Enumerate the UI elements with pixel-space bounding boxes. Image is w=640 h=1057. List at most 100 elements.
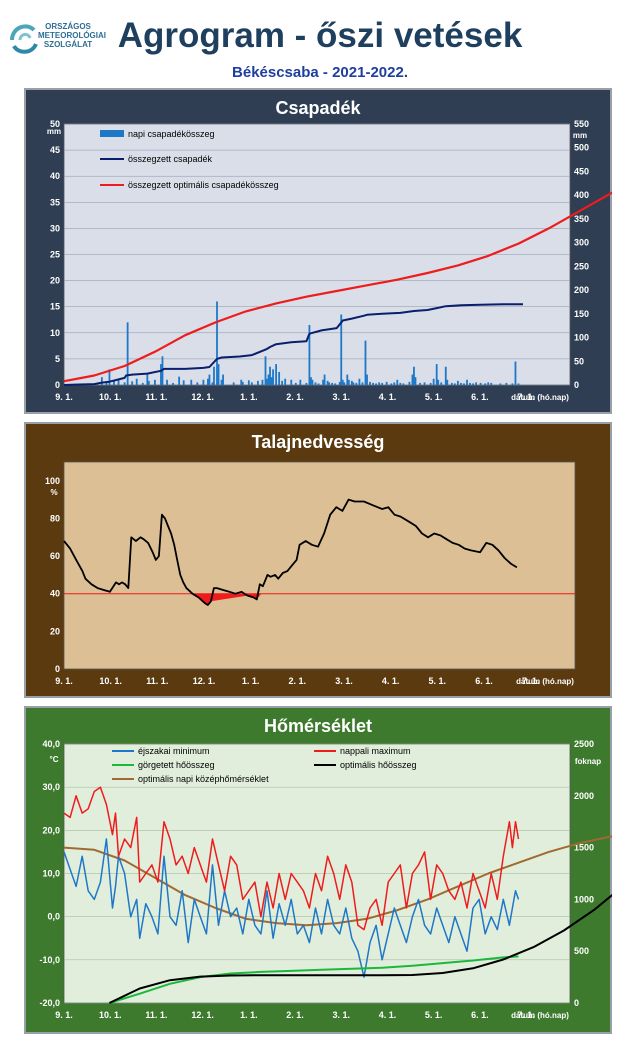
precip-bar bbox=[331, 382, 334, 385]
precip-bar bbox=[411, 374, 414, 385]
precip-bar bbox=[146, 374, 149, 385]
y-tick-label: 25 bbox=[50, 250, 60, 260]
y-tick-label: 10,0 bbox=[42, 869, 60, 879]
y-tick-label: 20,0 bbox=[42, 825, 60, 835]
precip-bar bbox=[472, 383, 474, 385]
precip-bar bbox=[435, 364, 438, 385]
precip-bar bbox=[469, 382, 471, 385]
precip-bar bbox=[147, 380, 150, 385]
precip-bar bbox=[484, 383, 487, 385]
legend-label: összegzett optimális csapadékösszeg bbox=[128, 180, 279, 190]
x-tick-label: 9. 1. bbox=[55, 676, 73, 686]
precip-bar bbox=[393, 382, 396, 385]
y-axis-unit: °C bbox=[50, 755, 59, 764]
y-tick-label: 45 bbox=[50, 145, 60, 155]
precip-bar bbox=[207, 378, 209, 385]
precip-bar bbox=[322, 379, 324, 385]
x-tick-label: 4. 1. bbox=[379, 392, 397, 402]
x-tick-label: 10. 1. bbox=[99, 1010, 122, 1020]
precip-bar bbox=[178, 376, 181, 385]
precip-bar bbox=[305, 382, 308, 385]
precip-bar bbox=[385, 381, 388, 385]
x-tick-label: 2. 1. bbox=[289, 676, 307, 686]
tmin-line bbox=[63, 838, 520, 978]
precip-bar bbox=[408, 381, 411, 385]
precip-bar bbox=[182, 380, 185, 385]
y-tick-label: 80 bbox=[50, 513, 60, 523]
x-tick-label: 2. 1. bbox=[286, 392, 304, 402]
precip-bar bbox=[117, 379, 120, 385]
precip-bar bbox=[257, 380, 259, 385]
x-tick-label: 1. 1. bbox=[240, 392, 258, 402]
y2-tick-label: 150 bbox=[574, 309, 589, 319]
precip-bar bbox=[346, 374, 349, 385]
precip-bar bbox=[361, 382, 364, 385]
chart-title: Csapadék bbox=[275, 98, 361, 118]
precip-bar bbox=[511, 383, 514, 385]
precip-bar bbox=[275, 364, 277, 385]
y-tick-label: 0 bbox=[55, 664, 60, 674]
precip-bar bbox=[475, 382, 477, 385]
x-tick-label: 4. 1. bbox=[382, 676, 400, 686]
precip-bar bbox=[160, 364, 162, 385]
precip-bar bbox=[326, 380, 329, 385]
precip-bar bbox=[123, 382, 126, 385]
y2-axis-unit: foknap bbox=[575, 757, 601, 766]
precip-bar bbox=[396, 379, 399, 385]
precip-bar bbox=[490, 382, 493, 385]
y-axis-unit: % bbox=[50, 488, 57, 497]
precip-bar bbox=[419, 382, 421, 385]
x-tick-label: 9. 1. bbox=[55, 1010, 73, 1020]
precip-bar bbox=[499, 383, 502, 385]
precip-bar bbox=[240, 379, 243, 385]
y-tick-label: 20 bbox=[50, 276, 60, 286]
x-tick-label: 2. 1. bbox=[286, 1010, 304, 1020]
x-tick-label: 11. 1. bbox=[145, 1010, 167, 1020]
soil-moisture-chart: Talajnedvesség 0 20 40 60 80 100% 9. 1. 10. 1. 11… bbox=[24, 422, 612, 698]
precip-bar bbox=[423, 382, 426, 385]
page-header: ORSZÁGOS METEOROLÓGIAI SZOLGÁLAT Agrogra… bbox=[0, 0, 640, 88]
precip-bar bbox=[440, 382, 443, 385]
precip-bar bbox=[153, 379, 156, 385]
precip-bar bbox=[390, 383, 393, 385]
precip-bar bbox=[402, 383, 405, 385]
y-tick-label: 30,0 bbox=[42, 782, 60, 792]
precip-bar bbox=[278, 371, 281, 385]
logo-text: ORSZÁGOS METEOROLÓGIAI SZOLGÁLAT bbox=[38, 22, 106, 49]
y-tick-label: 20 bbox=[50, 626, 60, 636]
y-tick-label: 50 bbox=[50, 119, 60, 129]
precip-bar bbox=[453, 383, 456, 385]
precip-bar bbox=[216, 301, 218, 385]
x-tick-label: 11. 1. bbox=[145, 392, 167, 402]
y-tick-label: -20,0 bbox=[39, 998, 60, 1008]
y-tick-label: 60 bbox=[50, 551, 60, 561]
precip-bar bbox=[364, 340, 367, 385]
precip-bar bbox=[217, 364, 220, 385]
legend-label: nappali maximum bbox=[340, 746, 411, 756]
precip-bar bbox=[429, 382, 432, 385]
y2-tick-label: 0 bbox=[574, 380, 579, 390]
omsz-logo-icon bbox=[10, 24, 38, 54]
legend-swatch bbox=[100, 130, 124, 137]
y2-tick-label: 100 bbox=[574, 333, 589, 343]
x-tick-label: 3. 1. bbox=[332, 1010, 350, 1020]
y-tick-label: 10 bbox=[50, 328, 60, 338]
x-tick-label: 1. 1. bbox=[240, 1010, 258, 1020]
precip-bar bbox=[105, 382, 108, 385]
legend-label: optimális hőösszeg bbox=[340, 760, 417, 770]
x-tick-label: 12. 1. bbox=[191, 1010, 214, 1020]
precip-bar bbox=[250, 382, 253, 385]
optimal-heat-sum-line bbox=[108, 893, 612, 1004]
x-tick-label: 10. 1. bbox=[99, 392, 122, 402]
precip-bar bbox=[378, 382, 381, 385]
precip-bar bbox=[347, 379, 350, 385]
precip-bar bbox=[294, 382, 297, 385]
precip-bar bbox=[299, 379, 302, 385]
precip-bar bbox=[308, 324, 311, 385]
y-tick-label: -10,0 bbox=[39, 955, 60, 965]
precip-bar bbox=[334, 383, 337, 385]
logo-line: METEOROLÓGIAI bbox=[38, 31, 106, 40]
precip-bar bbox=[190, 379, 193, 385]
x-axis-label: dátum (hó.nap) bbox=[511, 393, 569, 402]
x-tick-label: 10. 1. bbox=[99, 676, 122, 686]
